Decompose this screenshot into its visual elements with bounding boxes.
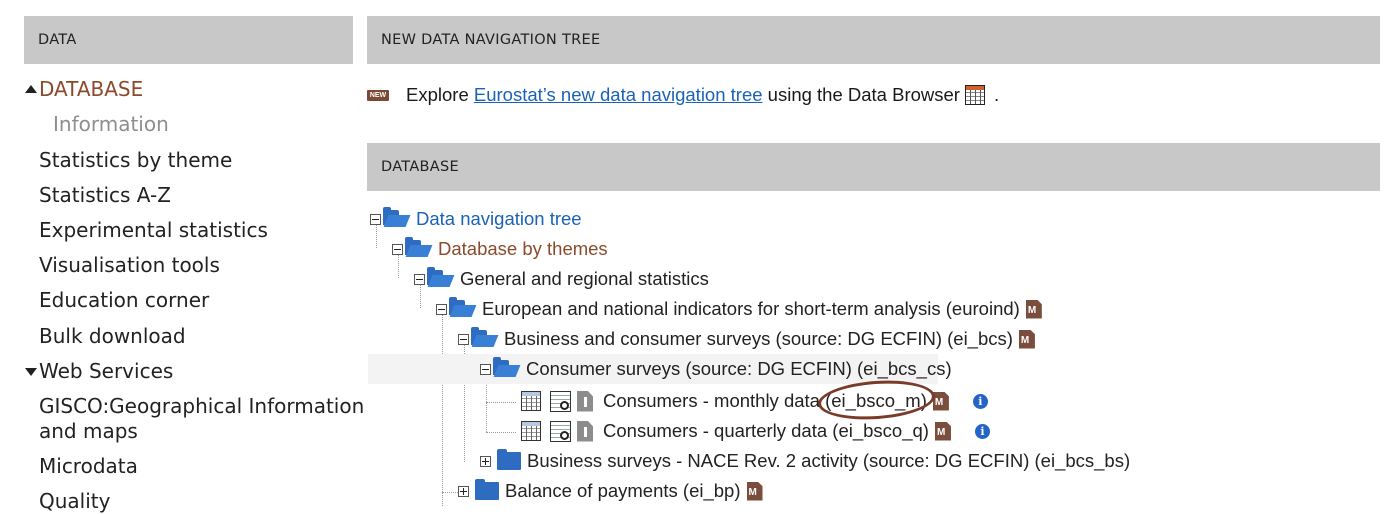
- tree-label[interactable]: Consumers - monthly data (ei_bsco_m): [603, 390, 927, 411]
- sidebar-item-label: DATABASE: [39, 77, 144, 101]
- collapse-icon[interactable]: [480, 363, 491, 375]
- database-header-label: DATABASE: [381, 159, 459, 175]
- folder-open-icon: [449, 296, 477, 319]
- collapse-icon[interactable]: [436, 303, 447, 315]
- info-icon[interactable]: i: [972, 393, 988, 409]
- metadata-icon[interactable]: [1018, 329, 1035, 349]
- tree-label[interactable]: Consumer surveys (source: DG ECFIN) (ei_…: [526, 358, 952, 379]
- expand-icon[interactable]: [480, 455, 491, 467]
- tree-label[interactable]: Consumers - quarterly data (ei_bsco_q): [603, 420, 929, 441]
- new-nav-panel-header: NEW DATA NAVIGATION TREE: [367, 16, 1380, 64]
- folder-open-icon: [493, 356, 521, 379]
- tree-label[interactable]: European and national indicators for sho…: [482, 298, 1020, 319]
- new-nav-row: NEW Explore Eurostat’s new data navigati…: [367, 82, 999, 108]
- sidebar-item-database[interactable]: DATABASE: [25, 77, 144, 102]
- caret-down-icon: [25, 368, 37, 376]
- folder-closed-icon: [497, 449, 521, 470]
- tree-node-euroind[interactable]: European and national indicators for sho…: [436, 294, 1042, 324]
- sidebar-item-label: Web Services: [39, 359, 174, 383]
- table-icon[interactable]: [521, 391, 541, 411]
- collapse-icon[interactable]: [458, 333, 469, 345]
- new-nav-tree-link[interactable]: Eurostat’s new data navigation tree: [473, 84, 763, 105]
- tree-leaf-ei-bsco-q[interactable]: Consumers - quarterly data (ei_bsco_q) i: [521, 416, 990, 446]
- sidebar-item-gisco-cont[interactable]: and maps: [39, 419, 138, 443]
- tree-label[interactable]: General and regional statistics: [460, 268, 709, 289]
- sidebar-item-statistics-by-theme[interactable]: Statistics by theme: [39, 148, 233, 172]
- sidebar-item-experimental-statistics[interactable]: Experimental statistics: [39, 218, 268, 242]
- data-panel-header: DATA: [24, 16, 353, 64]
- period-text: .: [993, 84, 1000, 105]
- tree-label[interactable]: Database by themes: [438, 238, 608, 259]
- tree-label[interactable]: Balance of payments (ei_bp): [505, 480, 741, 501]
- data-browser-text: using the Data Browser: [762, 84, 960, 105]
- folder-closed-icon: [475, 479, 499, 500]
- sidebar-item-quality[interactable]: Quality: [39, 489, 111, 513]
- tree-node-ei-bcs-cs[interactable]: Consumer surveys (source: DG ECFIN) (ei_…: [368, 354, 952, 384]
- tree-node-ei-bcs-bs[interactable]: Business surveys - NACE Rev. 2 activity …: [480, 446, 1130, 476]
- tree-leaf-ei-bsco-m[interactable]: Consumers - monthly data (ei_bsco_m) i: [521, 386, 988, 416]
- sidebar-item-web-services[interactable]: Web Services: [25, 359, 174, 384]
- folder-open-icon: [471, 326, 499, 349]
- tree-node-general-regional[interactable]: General and regional statistics: [414, 264, 709, 294]
- info-icon[interactable]: i: [974, 423, 990, 439]
- folder-open-icon: [383, 206, 411, 229]
- explore-data-icon[interactable]: [550, 420, 571, 442]
- sidebar-item-gisco[interactable]: GISCO:Geographical Information: [39, 394, 365, 418]
- collapse-icon[interactable]: [370, 213, 381, 225]
- tree-label[interactable]: Business and consumer surveys (source: D…: [504, 328, 1013, 349]
- tree-label[interactable]: Data navigation tree: [416, 208, 582, 229]
- sidebar-item-statistics-a-z[interactable]: Statistics A-Z: [39, 183, 171, 207]
- tree-node-ei-bcs[interactable]: Business and consumer surveys (source: D…: [458, 324, 1035, 354]
- metadata-icon[interactable]: [746, 481, 763, 501]
- caret-up-icon: [25, 85, 37, 93]
- metadata-icon[interactable]: [932, 391, 949, 411]
- sidebar-item-bulk-download[interactable]: Bulk download: [39, 324, 186, 348]
- document-icon[interactable]: [577, 420, 593, 442]
- metadata-icon[interactable]: [934, 421, 951, 441]
- table-icon[interactable]: [521, 421, 541, 441]
- sidebar-item-education-corner[interactable]: Education corner: [39, 288, 210, 312]
- tree-node-data-navigation-tree[interactable]: Data navigation tree: [370, 204, 582, 234]
- data-header-label: DATA: [38, 32, 77, 48]
- sidebar-item-information[interactable]: Information: [53, 112, 169, 136]
- collapse-icon[interactable]: [414, 273, 425, 285]
- folder-open-icon: [405, 236, 433, 259]
- metadata-icon[interactable]: [1025, 299, 1042, 319]
- sidebar-item-visualisation-tools[interactable]: Visualisation tools: [39, 253, 220, 277]
- collapse-icon[interactable]: [392, 243, 403, 255]
- explore-data-icon[interactable]: [550, 390, 571, 412]
- explore-text: Explore: [406, 84, 474, 105]
- new-badge: NEW: [367, 89, 389, 101]
- new-nav-header-label: NEW DATA NAVIGATION TREE: [381, 32, 601, 48]
- folder-open-icon: [427, 266, 455, 289]
- tree-node-database-by-themes[interactable]: Database by themes: [392, 234, 608, 264]
- expand-icon[interactable]: [458, 485, 469, 497]
- document-icon[interactable]: [577, 390, 593, 412]
- data-browser-icon[interactable]: [964, 85, 985, 105]
- tree-label[interactable]: Business surveys - NACE Rev. 2 activity …: [527, 450, 1131, 471]
- database-panel-header: DATABASE: [367, 143, 1380, 191]
- tree-node-ei-bp[interactable]: Balance of payments (ei_bp): [458, 476, 763, 506]
- sidebar-item-microdata[interactable]: Microdata: [39, 454, 138, 478]
